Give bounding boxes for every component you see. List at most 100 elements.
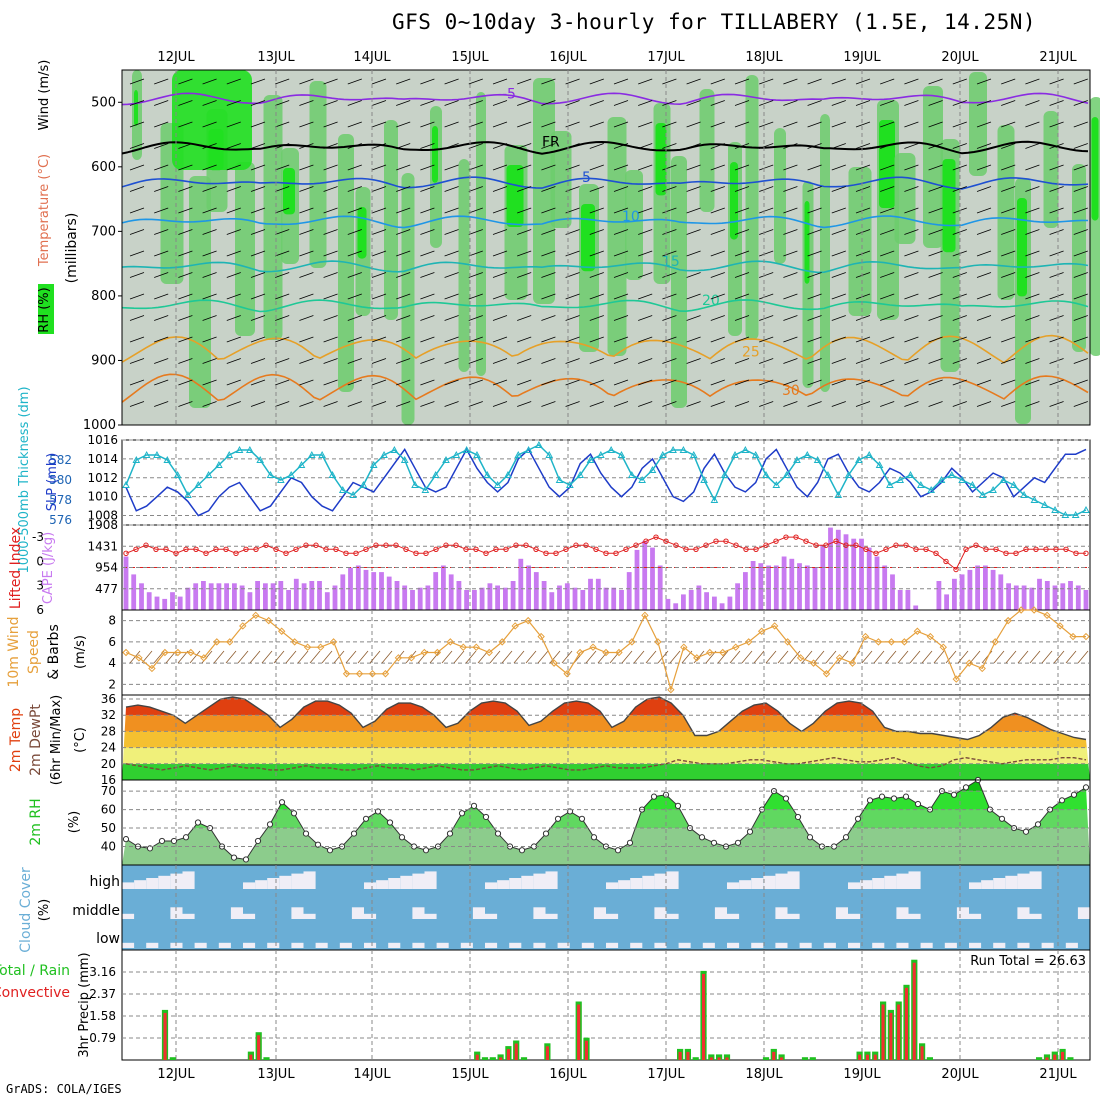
wind-barb (468, 164, 483, 171)
cape-bar (673, 603, 679, 610)
rh-band (607, 117, 627, 356)
temp-tick-label: 28 (101, 724, 116, 738)
wind-barb (1073, 379, 1088, 386)
cloud-cell (727, 913, 740, 919)
wind-barb (1073, 358, 1088, 364)
wind-barb (855, 100, 871, 106)
rh-legend-swatch (38, 284, 54, 334)
wind-barb (541, 379, 556, 386)
wind-speed-point (835, 654, 844, 662)
lifted-index-point (483, 550, 489, 557)
wind-barb (420, 121, 435, 128)
wind-barb (154, 207, 169, 214)
temp-band (122, 715, 1090, 732)
wind-barb (129, 186, 145, 192)
lifted-index-point (283, 550, 289, 557)
wind-barb (154, 186, 169, 192)
surface-wind-barb (1053, 650, 1065, 664)
wind-speed-point (200, 654, 208, 662)
rh-point (518, 847, 526, 854)
cape-bar (394, 581, 400, 610)
wind-barb (880, 78, 895, 85)
wind-barb (783, 250, 798, 257)
wind-barb (710, 100, 725, 106)
wind-barb (517, 186, 532, 192)
wind-barb (1049, 164, 1064, 171)
wind-barb (831, 250, 846, 257)
lifted-index-point (163, 546, 169, 552)
wind-speed-point (589, 643, 597, 651)
wind-barb (517, 315, 532, 321)
wind-barb (129, 207, 145, 214)
wind-barb (686, 78, 701, 85)
wind-barb (250, 164, 266, 171)
precip-tick-label: 3.16 (89, 965, 116, 979)
thickness-point (535, 440, 543, 448)
cloud-cell (896, 907, 909, 919)
wind10m-tick-label: 8 (108, 614, 116, 628)
wind-barb (1025, 164, 1040, 171)
wind-barb (299, 336, 314, 343)
wind-speed-point (433, 648, 442, 657)
wind-barb (347, 186, 362, 192)
wind10m-axis-label-3: & Barbs (46, 624, 62, 680)
wind-barb (541, 401, 556, 407)
rh-point (386, 819, 394, 826)
wind-speed-point (874, 638, 883, 646)
precip-frame (121, 949, 1091, 1061)
cape-bar (193, 583, 199, 610)
wind-barb (517, 78, 532, 85)
temp-line (125, 696, 1087, 741)
lifted-index-point (493, 546, 499, 552)
slp-tick-label: 1016 (87, 433, 118, 447)
wind-barb (396, 358, 411, 364)
thickness-point (555, 475, 564, 483)
wind-barb (759, 293, 774, 300)
wind-barb (710, 229, 725, 235)
wind-barb (347, 78, 362, 85)
rh-point (698, 834, 706, 841)
cloud-cell (376, 880, 389, 889)
lifted-index-point (263, 542, 269, 548)
thickness-point (411, 480, 419, 488)
wind-barb (613, 379, 629, 386)
rh-point (878, 793, 886, 800)
wind-speed-point (1030, 606, 1038, 614)
rh-point (254, 837, 262, 845)
wind-barb (880, 272, 895, 278)
date-label-bottom: 18JUL (745, 1067, 783, 1082)
rh-band (401, 173, 415, 425)
wind-barb (1025, 186, 1040, 192)
wind-barb (1073, 250, 1088, 257)
wind-barb (347, 143, 362, 149)
cape-bar (688, 590, 694, 610)
cape-bar (123, 556, 129, 610)
wind-barb (928, 401, 943, 407)
rh-point (302, 830, 310, 837)
wind-barb (396, 250, 411, 257)
cape-bar (890, 574, 895, 610)
wind-barb (250, 121, 266, 128)
thickness-point (700, 475, 708, 483)
wind-barb (371, 315, 387, 321)
rh-high-band (432, 126, 438, 183)
cloud-cell (388, 878, 401, 889)
wind-barb (565, 336, 580, 343)
surface-wind-barb (489, 650, 501, 664)
temp-band (122, 747, 1090, 764)
wind-barb (371, 272, 387, 278)
precip-axis-label: 3hr Precip (mm) (77, 952, 92, 1057)
wind-barb (420, 229, 435, 235)
wind-barb (904, 401, 919, 407)
wind-barb (855, 336, 871, 343)
wind-speed-point (264, 616, 273, 625)
wind-barb (638, 379, 653, 386)
thickness-point (431, 470, 440, 478)
wind-speed-point (1082, 632, 1090, 641)
wind-barb (831, 121, 846, 128)
thickness-point (679, 445, 688, 453)
precip-total-bar (1036, 1057, 1043, 1060)
wind-barb (444, 379, 459, 386)
lifted-index-point (213, 546, 219, 552)
wind-barb (178, 207, 193, 214)
